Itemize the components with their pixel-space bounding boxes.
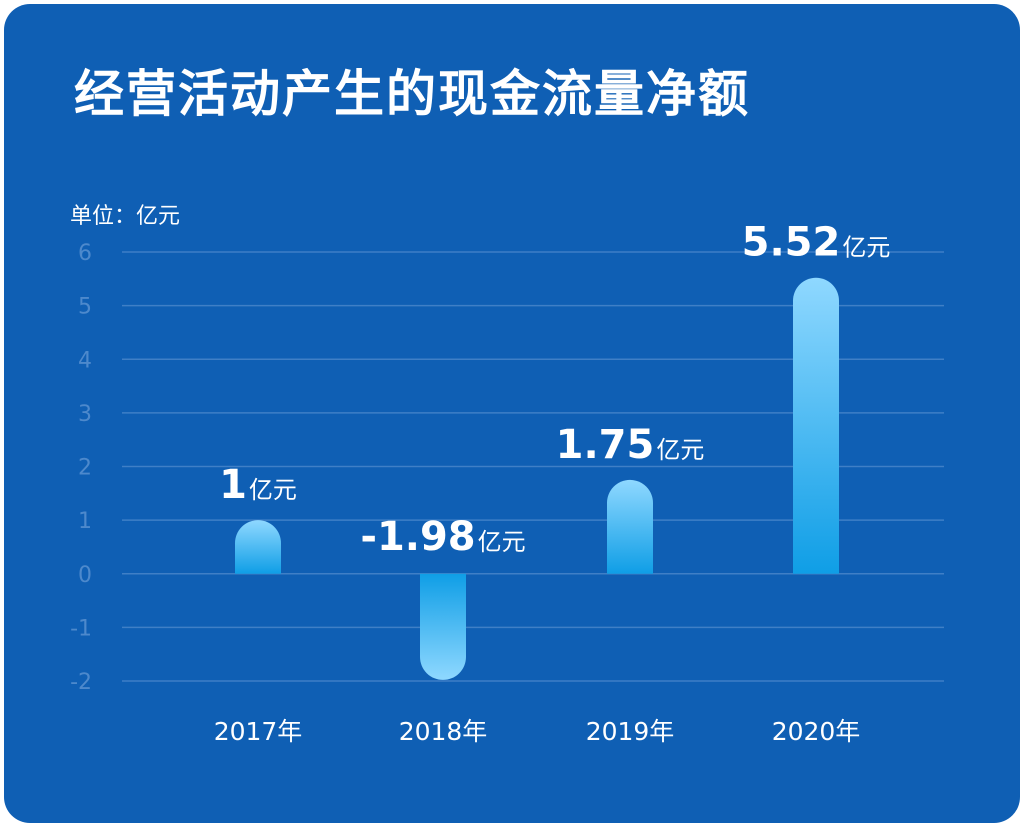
bar-2017年 bbox=[235, 520, 281, 574]
y-tick-label: 1 bbox=[78, 509, 92, 534]
y-tick-label: 4 bbox=[78, 348, 92, 373]
y-tick-label: 2 bbox=[78, 456, 92, 481]
y-tick-label: 6 bbox=[78, 241, 92, 266]
y-tick-label: -2 bbox=[70, 670, 92, 695]
bar-2020年 bbox=[793, 277, 839, 574]
data-label: 5.52亿元 bbox=[742, 220, 891, 266]
bar-2018年 bbox=[420, 573, 466, 680]
x-category-label: 2020年 bbox=[772, 717, 861, 746]
x-category-label: 2019年 bbox=[586, 717, 675, 746]
data-label: -1.98亿元 bbox=[360, 514, 525, 560]
y-tick-label: 5 bbox=[78, 295, 92, 320]
y-tick-label: -1 bbox=[70, 616, 92, 641]
chart-title: 经营活动产生的现金流量净额 bbox=[74, 65, 750, 123]
data-label: 1.75亿元 bbox=[556, 422, 705, 468]
y-tick-label: 0 bbox=[78, 563, 92, 588]
x-category-label: 2018年 bbox=[399, 717, 488, 746]
y-tick-label: 3 bbox=[78, 402, 92, 427]
bar-2019年 bbox=[607, 479, 653, 574]
x-category-label: 2017年 bbox=[214, 717, 303, 746]
unit-label: 单位：亿元 bbox=[70, 204, 181, 229]
data-label: 1亿元 bbox=[219, 462, 297, 508]
